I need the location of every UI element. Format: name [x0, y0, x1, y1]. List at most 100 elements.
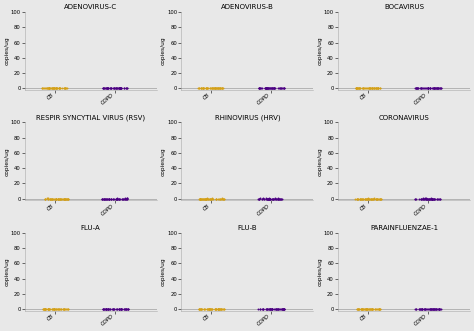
Point: [106, 307, 114, 312]
Point: [197, 86, 204, 91]
Point: [203, 86, 210, 91]
Point: [425, 196, 433, 202]
Point: [359, 86, 366, 91]
Point: [432, 86, 439, 91]
Point: [52, 196, 59, 202]
Point: [107, 86, 114, 91]
Point: [271, 196, 278, 202]
Point: [217, 196, 225, 202]
Point: [212, 196, 220, 202]
Point: [264, 196, 272, 202]
Point: [198, 86, 206, 91]
Point: [376, 196, 383, 202]
Point: [419, 307, 426, 312]
Point: [100, 196, 108, 202]
Point: [122, 306, 130, 311]
Point: [423, 86, 430, 91]
Point: [53, 86, 60, 91]
Point: [264, 196, 271, 202]
Point: [116, 86, 124, 91]
Point: [64, 307, 71, 312]
Point: [255, 86, 263, 91]
Point: [415, 307, 423, 312]
Point: [273, 196, 281, 201]
Point: [208, 86, 216, 91]
Point: [433, 86, 440, 91]
Point: [102, 196, 110, 202]
Point: [264, 86, 271, 91]
Point: [269, 196, 276, 202]
Point: [430, 196, 438, 202]
Point: [260, 307, 267, 312]
Point: [359, 307, 366, 312]
Point: [424, 86, 431, 91]
Point: [56, 307, 64, 312]
Point: [421, 86, 429, 91]
Point: [196, 86, 203, 91]
Point: [411, 196, 419, 202]
Point: [49, 307, 57, 312]
Point: [374, 307, 382, 312]
Point: [374, 196, 382, 202]
Point: [259, 307, 267, 312]
Point: [367, 196, 374, 202]
Point: [273, 306, 281, 311]
Point: [215, 307, 223, 312]
Point: [196, 196, 204, 202]
Point: [267, 307, 274, 312]
Point: [428, 307, 435, 312]
Point: [115, 196, 123, 202]
Point: [431, 307, 439, 312]
Point: [371, 86, 378, 91]
Point: [434, 86, 441, 91]
Point: [41, 196, 49, 201]
Point: [352, 86, 360, 91]
Point: [354, 86, 362, 91]
Point: [422, 307, 430, 312]
Point: [358, 196, 365, 202]
Point: [106, 307, 113, 312]
Point: [197, 196, 204, 202]
Point: [117, 86, 125, 91]
Point: [116, 86, 123, 91]
Point: [256, 196, 264, 201]
Point: [435, 307, 443, 312]
Point: [208, 196, 215, 202]
Point: [112, 86, 119, 91]
Point: [354, 196, 362, 202]
Point: [413, 86, 420, 91]
Point: [46, 196, 54, 202]
Point: [45, 86, 53, 91]
Point: [365, 307, 373, 312]
Point: [376, 307, 383, 312]
Point: [425, 196, 433, 202]
Point: [256, 86, 264, 91]
Point: [50, 307, 57, 312]
Point: [419, 196, 426, 202]
Point: [112, 196, 120, 202]
Point: [52, 196, 60, 201]
Point: [212, 307, 219, 312]
Point: [197, 307, 204, 312]
Point: [280, 307, 287, 312]
Point: [115, 86, 123, 91]
Point: [280, 306, 287, 311]
Point: [109, 306, 117, 311]
Point: [120, 196, 128, 202]
Point: [412, 86, 419, 91]
Point: [122, 196, 129, 202]
Point: [355, 307, 362, 312]
Point: [197, 196, 204, 202]
Point: [106, 306, 113, 311]
Point: [118, 196, 126, 202]
Point: [273, 307, 280, 312]
Point: [433, 196, 441, 202]
Point: [264, 307, 271, 312]
Point: [42, 196, 49, 202]
Point: [217, 307, 225, 312]
Point: [281, 307, 288, 312]
Point: [365, 86, 373, 91]
Point: [368, 307, 376, 312]
Point: [53, 86, 61, 91]
Point: [269, 86, 277, 91]
